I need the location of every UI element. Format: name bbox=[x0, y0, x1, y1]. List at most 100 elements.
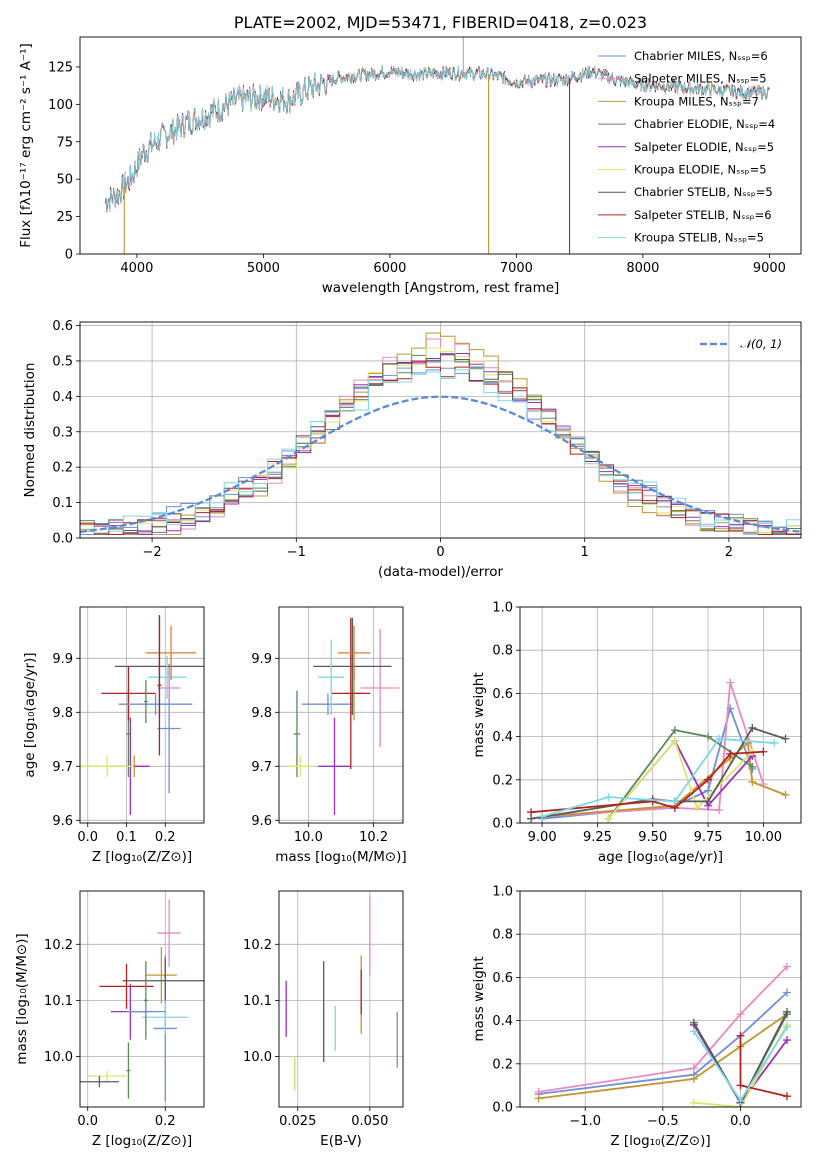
series-marker bbox=[759, 747, 768, 756]
x-axis-label: age [log₁₀(age/yr)] bbox=[598, 849, 723, 865]
series-marker bbox=[689, 1074, 698, 1083]
series-marker bbox=[736, 1096, 745, 1105]
panel-age_vs_mass: 10.0 10.2 9.6 9.7 9.8 9.9 mass [log₁₀(M/M⊙)] bbox=[251, 606, 407, 865]
legend-entry: 𝒩(0, 1) bbox=[740, 337, 782, 351]
y-tick-label: 1.0 bbox=[492, 601, 513, 616]
panel-mass_vs_EBV: 0.025 0.050 10.0 10.1 10.2 E(B-V) bbox=[243, 890, 404, 1149]
series-marker bbox=[748, 777, 757, 786]
x-tick-label: −1 bbox=[287, 545, 306, 560]
legend-entry: Kroupa MILES, Nₛₛₚ=7 bbox=[634, 94, 759, 108]
y-tick-label: 0.4 bbox=[52, 390, 73, 405]
y-axis-label: Normed distribution bbox=[22, 363, 38, 498]
histogram-step bbox=[80, 367, 801, 535]
y-tick-label: 25 bbox=[56, 210, 73, 225]
grid bbox=[279, 607, 403, 823]
y-tick-label: 10.1 bbox=[243, 994, 272, 1009]
series-line bbox=[538, 965, 788, 1093]
legend: Chabrier MILES, Nₛₛₚ=6 Salpeter MILES, Nₛ… bbox=[598, 49, 775, 245]
x-axis-label: Z [log₁₀(Z/Z⊙)] bbox=[610, 1133, 710, 1149]
y-tick-label: 0.3 bbox=[52, 425, 73, 440]
series-line bbox=[538, 991, 788, 1095]
x-tick-label: 0 bbox=[436, 545, 444, 560]
series-marker bbox=[704, 775, 713, 784]
series-marker bbox=[670, 736, 679, 745]
y-axis-label: mass [log₁₀(M/M⊙)] bbox=[14, 933, 30, 1064]
y-tick-label: 9.6 bbox=[251, 814, 272, 829]
legend-entry: Salpeter STELIB, Nₛₛₚ=6 bbox=[634, 208, 772, 222]
panel-weight_vs_age: 9.00 9.25 9.50 9.75 10.00 0.0 0.2 0.4 0.6 0.8 1.0 a… bbox=[471, 601, 802, 865]
x-axis-label: wavelength [Angstrom, rest frame] bbox=[322, 280, 560, 296]
y-axis-label: age [log₁₀(age/yr)] bbox=[22, 652, 38, 777]
y-tick-label: 0.0 bbox=[52, 532, 73, 547]
y-tick-label: 9.9 bbox=[251, 652, 272, 667]
x-tick-label: 9.25 bbox=[583, 830, 612, 845]
grid bbox=[520, 606, 801, 824]
panel-weight_vs_Z: −1.0 −0.5 0.0 0.0 0.2 0.4 0.6 0.8 1.0 Z [log₁₀(Z/… bbox=[471, 885, 802, 1149]
series-marker bbox=[736, 1031, 745, 1040]
y-axis-label: mass weight bbox=[471, 672, 487, 757]
x-axis-label: mass [log₁₀(M/M⊙)] bbox=[275, 849, 406, 865]
series-marker bbox=[538, 812, 547, 821]
x-axis-label: Z [log₁₀(Z/Z⊙)] bbox=[92, 849, 192, 865]
y-tick-label: 75 bbox=[56, 135, 73, 150]
x-tick-label: 4000 bbox=[120, 261, 153, 276]
axes-frame bbox=[79, 321, 802, 539]
series-marker bbox=[783, 1007, 792, 1016]
y-tick-label: 0.2 bbox=[52, 461, 73, 476]
y-tick-label: 50 bbox=[56, 173, 73, 188]
y-tick-label: 10.2 bbox=[243, 938, 272, 953]
y-axis-label: Flux [fλ10⁻¹⁷ erg cm⁻² s⁻¹ A⁻¹] bbox=[18, 43, 34, 248]
y-tick-label: 10.0 bbox=[243, 1050, 272, 1065]
series-marker bbox=[648, 797, 657, 806]
y-tick-label: 9.8 bbox=[251, 706, 272, 721]
y-tick-label: 125 bbox=[48, 60, 73, 75]
x-tick-label: 0.025 bbox=[279, 1114, 316, 1129]
series-marker bbox=[783, 1092, 792, 1101]
series-marker bbox=[783, 1023, 792, 1032]
x-tick-label: 9000 bbox=[753, 261, 786, 276]
x-tick-label: 9.75 bbox=[694, 830, 723, 845]
y-tick-label: 0.0 bbox=[492, 1101, 513, 1116]
panel-age_vs_Z: 0.0 0.1 0.2 9.6 9.7 9.8 9.9 Z [log₁₀(Z/Z⊙)] age … bbox=[22, 606, 205, 865]
x-axis-label: E(B-V) bbox=[320, 1133, 362, 1149]
series-marker bbox=[748, 723, 757, 732]
series-marker bbox=[689, 1027, 698, 1036]
series-marker bbox=[783, 962, 792, 971]
legend-entry: Chabrier ELODIE, Nₛₛₚ=4 bbox=[634, 117, 775, 131]
y-tick-label: 100 bbox=[48, 98, 73, 113]
axes-frame bbox=[79, 36, 802, 255]
series-marker bbox=[781, 734, 790, 743]
y-tick-label: 9.8 bbox=[52, 706, 73, 721]
series-marker bbox=[736, 1081, 745, 1090]
series-marker bbox=[715, 734, 724, 743]
y-tick-label: 9.6 bbox=[52, 814, 73, 829]
x-tick-label: 2 bbox=[725, 545, 733, 560]
x-tick-label: 9.50 bbox=[638, 830, 667, 845]
plot-area bbox=[287, 617, 400, 815]
x-tick-label: 5000 bbox=[247, 261, 280, 276]
panel-spectrum: 4000 5000 6000 7000 8000 9000 0 25 50 75 100 125 wav… bbox=[18, 13, 802, 296]
y-tick-label: 0.1 bbox=[52, 496, 73, 511]
series-marker bbox=[689, 1018, 698, 1027]
x-tick-label: 10.2 bbox=[359, 830, 388, 845]
x-tick-label: 0.2 bbox=[155, 1114, 176, 1129]
legend-entry: Kroupa ELODIE, Nₛₛₚ=5 bbox=[634, 163, 767, 177]
axes-frame bbox=[519, 890, 802, 1108]
series-marker bbox=[748, 762, 757, 771]
series-marker bbox=[715, 806, 724, 815]
legend: 𝒩(0, 1) bbox=[700, 337, 782, 351]
x-tick-label: −1.0 bbox=[569, 1114, 601, 1129]
plot-area bbox=[534, 962, 792, 1107]
series-marker bbox=[726, 749, 735, 758]
series-marker bbox=[704, 732, 713, 741]
series-marker bbox=[726, 678, 735, 687]
x-tick-label: 0.2 bbox=[155, 830, 176, 845]
x-tick-label: 8000 bbox=[626, 261, 659, 276]
series-marker bbox=[689, 1098, 698, 1107]
series-marker bbox=[736, 1010, 745, 1019]
y-tick-label: 10.2 bbox=[44, 938, 73, 953]
x-tick-label: −0.5 bbox=[647, 1114, 679, 1129]
series-marker bbox=[693, 803, 702, 812]
plot-area bbox=[80, 615, 204, 815]
